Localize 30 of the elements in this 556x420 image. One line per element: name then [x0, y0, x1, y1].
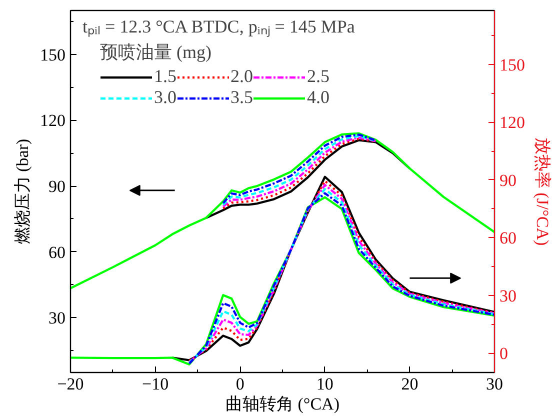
x-axis-title: 曲轴转角 (°CA): [226, 394, 340, 414]
y-tick-label: 60: [48, 242, 66, 262]
legend-label: 2.5: [307, 66, 330, 87]
line-series: [70, 132, 494, 290]
y2-axis-title: 放热率 (J/°CA): [533, 137, 552, 246]
legend-label: 2.0: [230, 66, 253, 87]
y-tick-label: 30: [48, 308, 66, 328]
y-tick-label: 120: [40, 111, 66, 130]
legend-label: 3.0: [154, 87, 176, 108]
y-tick-label: 90: [48, 177, 66, 196]
legend-title: 预喷油量 (mg): [100, 41, 212, 64]
y2-tick-label: 120: [500, 113, 525, 132]
legend-label: 4.0: [307, 87, 330, 108]
x-tick-label: 20: [401, 374, 418, 394]
x-tick-label: 10: [316, 374, 334, 394]
y2-tick-label: 90: [500, 170, 516, 190]
annotation: tₚᵢₗ = 12.3 °CA BTDC, pᵢₙⱼ = 145 MPa: [82, 16, 355, 38]
x-tick-label: 30: [486, 374, 503, 394]
line-series: [70, 196, 494, 366]
y2-tick-label: 0: [500, 344, 508, 364]
x-tick-label: −20: [57, 374, 84, 394]
x-tick-label: −10: [142, 374, 169, 394]
legend-label: 1.5: [154, 66, 176, 87]
y2-tick-label: 30: [500, 286, 516, 306]
x-tick-label: 0: [236, 374, 244, 394]
legend-label: 3.5: [230, 87, 253, 108]
y-axis-title: 燃烧压力 (bar): [13, 138, 32, 244]
y2-tick-label: 60: [500, 228, 516, 248]
y2-tick-label: 150: [500, 55, 525, 74]
y-tick-label: 150: [40, 45, 66, 64]
